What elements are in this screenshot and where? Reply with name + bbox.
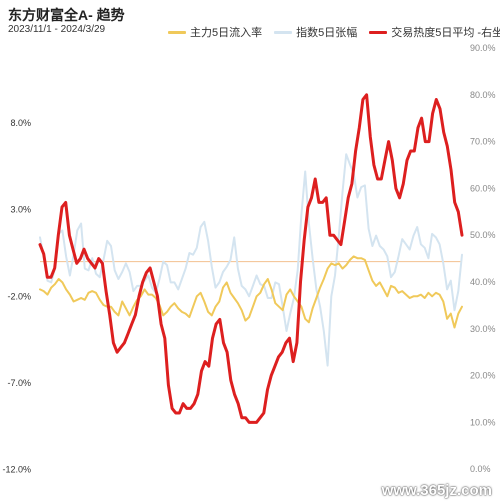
chart-subtitle: 2023/11/1 - 2024/3/29 (8, 24, 106, 35)
y-left-tick-label: 8.0% (10, 118, 31, 128)
y-left-tick-label: -2.0% (7, 291, 31, 301)
legend-swatch-heat (369, 30, 388, 34)
y-right-tick-label: 90.0% (470, 43, 496, 53)
y-right-tick-label: 50.0% (470, 230, 496, 240)
y-right-tick-label: 40.0% (470, 277, 496, 287)
series-line-heat (38, 93, 464, 424)
legend-swatch-index-change (274, 30, 293, 34)
y-right-tick-label: 10.0% (470, 417, 496, 427)
chart-title: 东方财富全A- 趋势 (8, 7, 125, 23)
watermark: www.365jz.com (381, 482, 492, 499)
legend-item-main-flow[interactable]: 主力5日流入率 (168, 24, 262, 40)
legend-label-heat: 交易热度5日平均 -右坐标 (391, 27, 500, 39)
legend-swatch-main-flow (168, 30, 186, 34)
legend: 主力5日流入率 指数5日张幅 交易热度5日平均 -右坐标 (168, 24, 500, 40)
y-right-tick-label: 60.0% (470, 183, 496, 193)
series-line-main-flow (39, 255, 463, 329)
y-right-tick-label: 20.0% (470, 371, 496, 381)
series-line-index-change (39, 153, 463, 367)
legend-label-main-flow: 主力5日流入率 (190, 27, 263, 39)
y-left-tick-label: -7.0% (7, 378, 31, 388)
legend-item-heat[interactable]: 交易热度5日平均 -右坐标 (369, 24, 500, 40)
y-right-tick-label: 30.0% (470, 324, 496, 334)
legend-label-index-change: 指数5日张幅 (296, 27, 358, 39)
legend-item-index-change[interactable]: 指数5日张幅 (274, 24, 357, 40)
y-right-tick-label: 70.0% (470, 137, 496, 147)
y-left-tick-label: -12.0% (2, 465, 31, 475)
y-left-tick-label: 3.0% (10, 205, 31, 215)
y-right-tick-label: 0.0% (470, 464, 491, 474)
y-right-tick-label: 80.0% (470, 90, 496, 100)
